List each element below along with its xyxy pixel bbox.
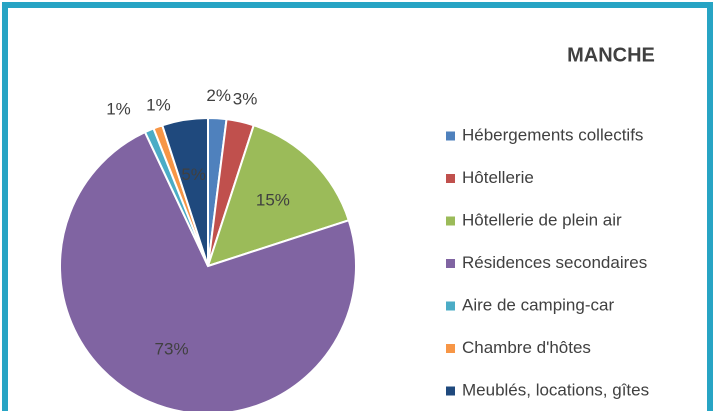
legend-label: Chambre d'hôtes [462, 338, 591, 357]
legend-swatch [446, 131, 455, 141]
legend-swatch [446, 216, 455, 226]
data-label: 5% [181, 165, 206, 184]
legend-label: Résidences secondaires [462, 253, 647, 272]
data-label: 1% [146, 96, 171, 115]
legend-label: Hôtellerie de plein air [462, 210, 622, 229]
legend-label: Aire de camping-car [462, 295, 614, 314]
legend-label: Hébergements collectifs [462, 125, 643, 144]
legend-swatch [446, 386, 455, 396]
legend-swatch [446, 344, 455, 353]
data-label: 2% [206, 86, 231, 105]
data-label: 1% [106, 99, 131, 118]
legend-swatch [446, 174, 455, 183]
data-label: 15% [256, 191, 290, 210]
legend-label: Hôtellerie [462, 168, 534, 187]
chart-title: MANCHE [567, 44, 655, 66]
data-label: 3% [233, 90, 258, 109]
legend-swatch [446, 301, 455, 311]
legend-swatch [446, 259, 455, 268]
pie-slice [59, 130, 357, 411]
data-label: 73% [155, 340, 189, 359]
legend-label: Meublés, locations, gîtes [462, 380, 649, 399]
pie-slice [161, 116, 209, 267]
